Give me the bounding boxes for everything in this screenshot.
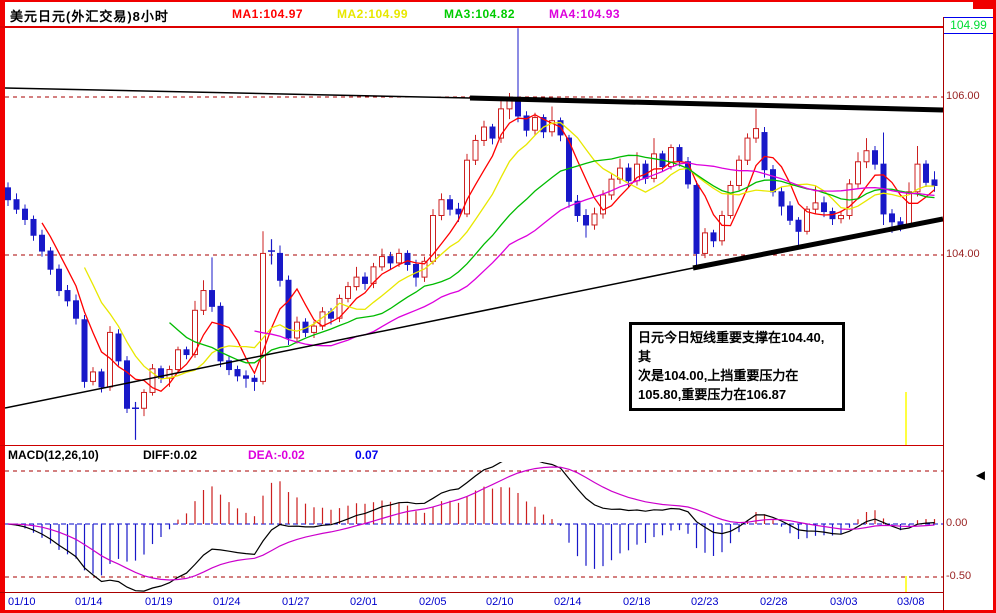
date-tick-label: 02/10 xyxy=(486,596,514,608)
macd-bottom-divider xyxy=(0,592,943,593)
current-price-badge: 104.99 xyxy=(944,17,993,34)
date-tick-label: 01/27 xyxy=(282,596,310,608)
diff-line xyxy=(7,462,935,592)
price-chart-canvas[interactable] xyxy=(5,28,943,445)
date-tick-label: 02/28 xyxy=(760,596,788,608)
date-tick-label: 02/05 xyxy=(419,596,447,608)
date-tick-label: 02/01 xyxy=(350,596,378,608)
trendline xyxy=(692,216,943,271)
trendline xyxy=(469,95,943,113)
date-tick-label: 01/19 xyxy=(145,596,173,608)
frame-left xyxy=(0,0,5,613)
window-corner-box[interactable] xyxy=(973,0,994,9)
trendline xyxy=(5,87,471,99)
date-tick-label: 01/10 xyxy=(8,596,36,608)
ma-value-label: MA2:104.99 xyxy=(337,7,409,21)
ma-value-label: MA4:104.93 xyxy=(549,7,621,21)
date-tick-label: 02/14 xyxy=(554,596,582,608)
analysis-annotation-box[interactable]: 日元今日短线重要支撑在104.40,其 次是104.00,上挡重要压力在 105… xyxy=(629,322,845,412)
dea-line xyxy=(7,466,935,581)
chart-title: 美元日元(外汇交易)8小时 xyxy=(10,9,169,24)
mouse-cursor-icon: ◄ xyxy=(973,467,988,484)
macd-header-value: MACD(12,26,10) xyxy=(8,448,99,462)
macd-header-value: DEA:-0.02 xyxy=(248,448,305,462)
macd-header-value: DIFF:0.02 xyxy=(143,448,198,462)
date-tick-label: 01/24 xyxy=(213,596,241,608)
macd-divider xyxy=(0,445,943,446)
macd-chart-canvas[interactable] xyxy=(5,462,943,593)
date-tick-label: 01/14 xyxy=(75,596,103,608)
frame-bottom xyxy=(0,610,996,613)
frame-top xyxy=(0,0,996,2)
frame-right xyxy=(993,0,996,613)
ma-value-label: MA3:104.82 xyxy=(444,7,516,21)
date-tick-label: 03/03 xyxy=(830,596,858,608)
header-divider xyxy=(0,26,943,28)
trendline xyxy=(5,267,694,409)
date-tick-label: 03/08 xyxy=(897,596,925,608)
macd-level-label: 0.00 xyxy=(946,517,968,529)
macd-level-label: -0.50 xyxy=(946,570,972,582)
price-level-label: 104.00 xyxy=(946,248,980,260)
price-level-label: 106.00 xyxy=(946,90,980,102)
date-tick-label: 02/18 xyxy=(623,596,651,608)
date-tick-label: 02/23 xyxy=(691,596,719,608)
price-axis-divider xyxy=(943,17,944,611)
ma-value-label: MA1:104.97 xyxy=(232,7,304,21)
ma1-line xyxy=(41,113,935,392)
macd-header-value: 0.07 xyxy=(355,448,379,462)
